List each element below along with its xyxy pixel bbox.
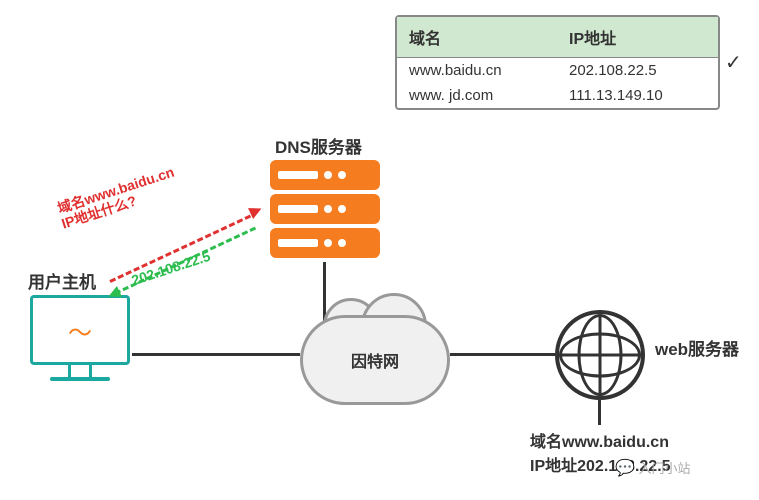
server-unit bbox=[270, 160, 380, 190]
table-header: 域名 IP地址 bbox=[397, 17, 718, 58]
server-unit bbox=[270, 228, 380, 258]
line-cloud-to-web bbox=[450, 353, 555, 356]
dns-lookup-table: 域名 IP地址 www.baidu.cn 202.108.22.5 www. j… bbox=[395, 15, 720, 110]
table-row: www.baidu.cn 202.108.22.5 bbox=[397, 58, 718, 83]
line-web-down bbox=[598, 400, 601, 425]
cell-ip: 202.108.22.5 bbox=[569, 62, 699, 79]
checkmark-icon: ✓ bbox=[725, 50, 742, 75]
user-host-label: 用户主机 bbox=[28, 268, 96, 293]
header-ip: IP地址 bbox=[569, 25, 699, 49]
cell-domain: www. jd.com bbox=[409, 87, 569, 104]
cell-domain: www.baidu.cn bbox=[409, 62, 569, 79]
wave-icon: 〜 bbox=[68, 313, 92, 348]
watermark: 💬 入门小站 bbox=[615, 458, 691, 478]
header-domain: 域名 bbox=[409, 25, 569, 49]
web-server-label: web服务器 bbox=[655, 335, 739, 360]
globe-icon bbox=[555, 310, 645, 400]
line-host-to-cloud bbox=[132, 353, 300, 356]
monitor-icon: 〜 bbox=[30, 295, 130, 381]
table-row: www. jd.com 111.13.149.10 bbox=[397, 83, 718, 108]
internet-label: 因特网 bbox=[351, 348, 399, 372]
server-unit bbox=[270, 194, 380, 224]
web-domain-text: 域名www.baidu.cn bbox=[530, 428, 671, 452]
cell-ip: 111.13.149.10 bbox=[569, 87, 699, 104]
internet-cloud: 因特网 bbox=[300, 315, 450, 405]
dns-server-label: DNS服务器 bbox=[275, 133, 362, 158]
dns-server-icon bbox=[270, 160, 380, 258]
